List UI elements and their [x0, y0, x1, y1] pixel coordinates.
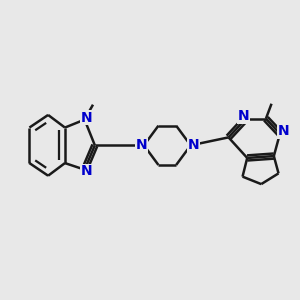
Text: N: N — [238, 109, 249, 123]
Text: N: N — [81, 164, 92, 178]
Text: N: N — [135, 138, 147, 152]
Text: N: N — [188, 138, 199, 152]
Text: N: N — [278, 124, 290, 138]
Text: N: N — [81, 111, 92, 125]
